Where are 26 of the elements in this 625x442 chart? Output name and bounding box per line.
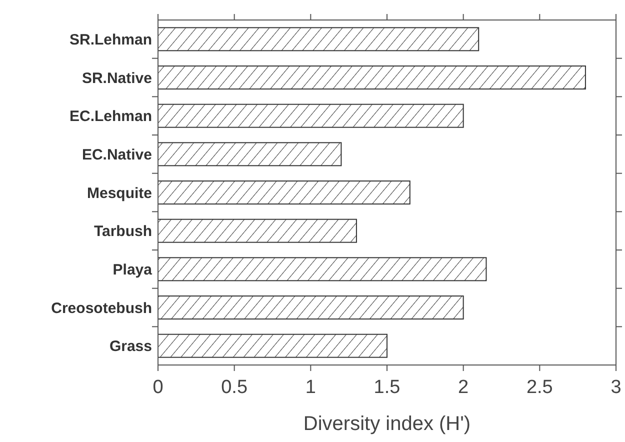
x-axis-title: Diversity index (H') <box>303 413 471 435</box>
x-tick-label: 2.5 <box>526 377 553 398</box>
y-tick-label: SR.Lehman <box>69 31 152 48</box>
x-tick-label: 3 <box>610 377 622 398</box>
y-tick-label: EC.Lehman <box>69 108 152 126</box>
x-tick-label: 1.5 <box>374 377 400 398</box>
x-tick-label: 0 <box>152 377 164 398</box>
bar <box>158 142 342 166</box>
bar <box>158 104 464 128</box>
x-tick-label: 2 <box>458 377 469 398</box>
x-tick-label: 0.5 <box>221 377 248 398</box>
bar <box>158 257 487 282</box>
y-tick-label: EC.Native <box>82 146 152 164</box>
y-tick-label: Tarbush <box>94 223 152 240</box>
x-tick-label: 1 <box>305 377 316 398</box>
y-tick-label: Mesquite <box>86 184 152 202</box>
y-tick-label: SR.Native <box>82 70 152 87</box>
y-tick-label: Grass <box>109 338 152 356</box>
bar <box>158 180 410 204</box>
bar <box>158 334 388 358</box>
bar <box>158 66 586 90</box>
y-tick-label: Playa <box>112 261 153 278</box>
bar <box>158 218 357 243</box>
bar <box>158 27 480 52</box>
y-tick-label: Creosotebush <box>51 300 152 317</box>
bar <box>158 296 464 320</box>
